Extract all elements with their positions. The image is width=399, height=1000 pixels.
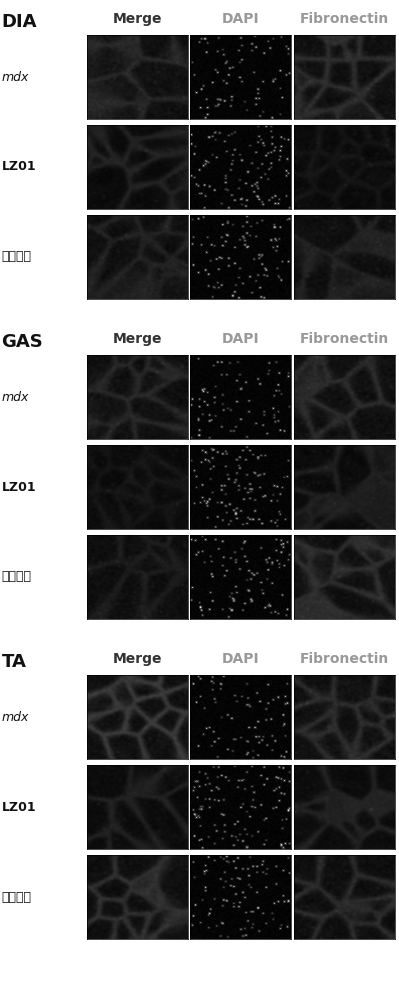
Text: Merge: Merge	[113, 652, 162, 666]
Text: GAS: GAS	[2, 333, 43, 351]
Text: Merge: Merge	[113, 12, 162, 26]
Text: mdx: mdx	[2, 391, 29, 404]
Text: LZ01: LZ01	[2, 481, 36, 494]
Text: 辛伐他汀: 辛伐他汀	[2, 891, 32, 904]
Text: Fibronectin: Fibronectin	[300, 12, 389, 26]
Text: LZ01: LZ01	[2, 801, 36, 814]
Text: DAPI: DAPI	[222, 332, 260, 346]
Text: DIA: DIA	[2, 13, 37, 31]
Text: Fibronectin: Fibronectin	[300, 332, 389, 346]
Text: mdx: mdx	[2, 71, 29, 84]
Text: mdx: mdx	[2, 711, 29, 724]
Text: Fibronectin: Fibronectin	[300, 652, 389, 666]
Text: DAPI: DAPI	[222, 12, 260, 26]
Text: LZ01: LZ01	[2, 160, 36, 174]
Text: 辛伐他汀: 辛伐他汀	[2, 250, 32, 263]
Text: DAPI: DAPI	[222, 652, 260, 666]
Text: Merge: Merge	[113, 332, 162, 346]
Text: 辛伐他汀: 辛伐他汀	[2, 570, 32, 584]
Text: TA: TA	[2, 653, 26, 671]
